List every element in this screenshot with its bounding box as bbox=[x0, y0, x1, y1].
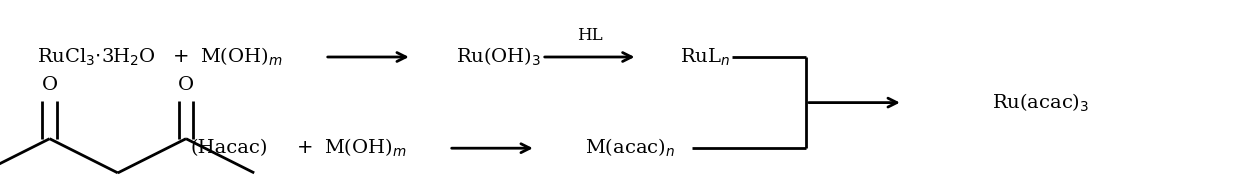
Text: Ru(acac)$_3$: Ru(acac)$_3$ bbox=[992, 91, 1089, 114]
Text: $+$: $+$ bbox=[171, 48, 188, 66]
Text: M(OH)$_m$: M(OH)$_m$ bbox=[325, 137, 407, 159]
Text: O: O bbox=[41, 76, 58, 93]
Text: M(OH)$_m$: M(OH)$_m$ bbox=[201, 46, 283, 68]
Text: HL: HL bbox=[578, 27, 603, 44]
Text: Ru(OH)$_3$: Ru(OH)$_3$ bbox=[456, 46, 542, 68]
Text: O: O bbox=[177, 76, 195, 93]
Text: $+$: $+$ bbox=[295, 139, 312, 157]
Text: (Hacac): (Hacac) bbox=[191, 139, 268, 157]
Text: RuL$_n$: RuL$_n$ bbox=[680, 46, 729, 68]
Text: M(acac)$_n$: M(acac)$_n$ bbox=[585, 137, 676, 159]
Text: RuCl$_3$$\cdot$3H$_2$O: RuCl$_3$$\cdot$3H$_2$O bbox=[37, 46, 156, 68]
